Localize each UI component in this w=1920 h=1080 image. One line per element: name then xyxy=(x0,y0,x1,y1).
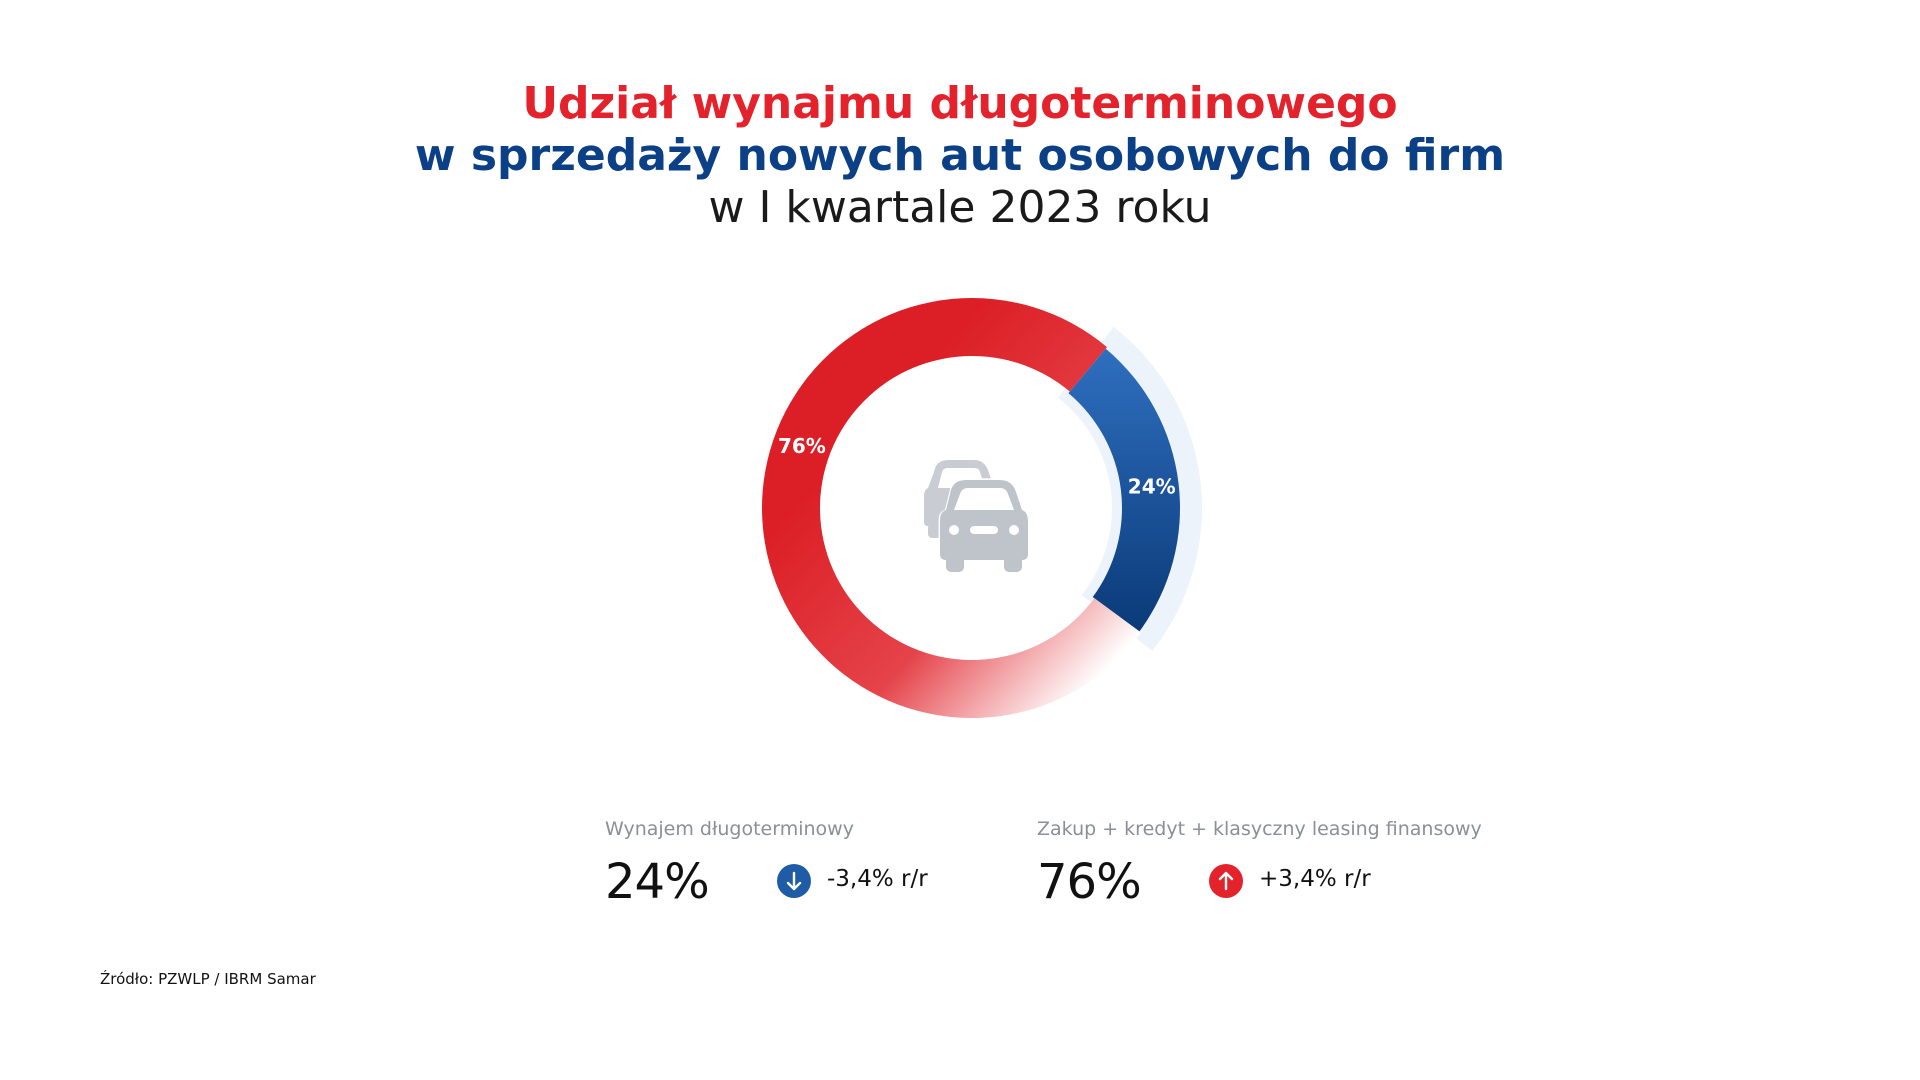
legend-change: -3,4% r/r xyxy=(827,866,928,892)
legend-label: Wynajem długoterminowy xyxy=(605,818,854,840)
slice-label: 24% xyxy=(1128,475,1176,499)
slice-label: 76% xyxy=(778,434,826,458)
legend-value: 24% xyxy=(605,854,710,910)
title-line-2: w sprzedaży nowych aut osobowych do firm xyxy=(414,130,1506,181)
donut-chart: 24% 76% xyxy=(762,298,1202,718)
arrow-down-icon xyxy=(777,864,811,898)
arrow-up-icon xyxy=(1209,864,1243,898)
donut-layer: 24% 76% xyxy=(762,298,1202,718)
legend-item-purchase-credit-leasing: Zakup + kredyt + klasyczny leasing finan… xyxy=(1037,818,1482,910)
slice-long-term-rental xyxy=(1068,348,1180,632)
legend-item-long-term-rental: Wynajem długoterminowy 24% -3,4% r/r xyxy=(605,818,928,910)
source-note: Źródło: PZWLP / IBRM Samar xyxy=(100,970,316,988)
chart-title: Udział wynajmu długoterminowego w sprzed… xyxy=(0,78,1920,234)
slice-purchase-credit-leasing xyxy=(762,298,1142,718)
cars-icon xyxy=(924,460,1031,572)
legend-value: 76% xyxy=(1037,854,1142,910)
title-line-1: Udział wynajmu długoterminowego xyxy=(522,78,1398,129)
legend-label: Zakup + kredyt + klasyczny leasing finan… xyxy=(1037,818,1482,840)
legend-change: +3,4% r/r xyxy=(1259,866,1371,892)
title-line-3: w I kwartale 2023 roku xyxy=(708,182,1212,233)
